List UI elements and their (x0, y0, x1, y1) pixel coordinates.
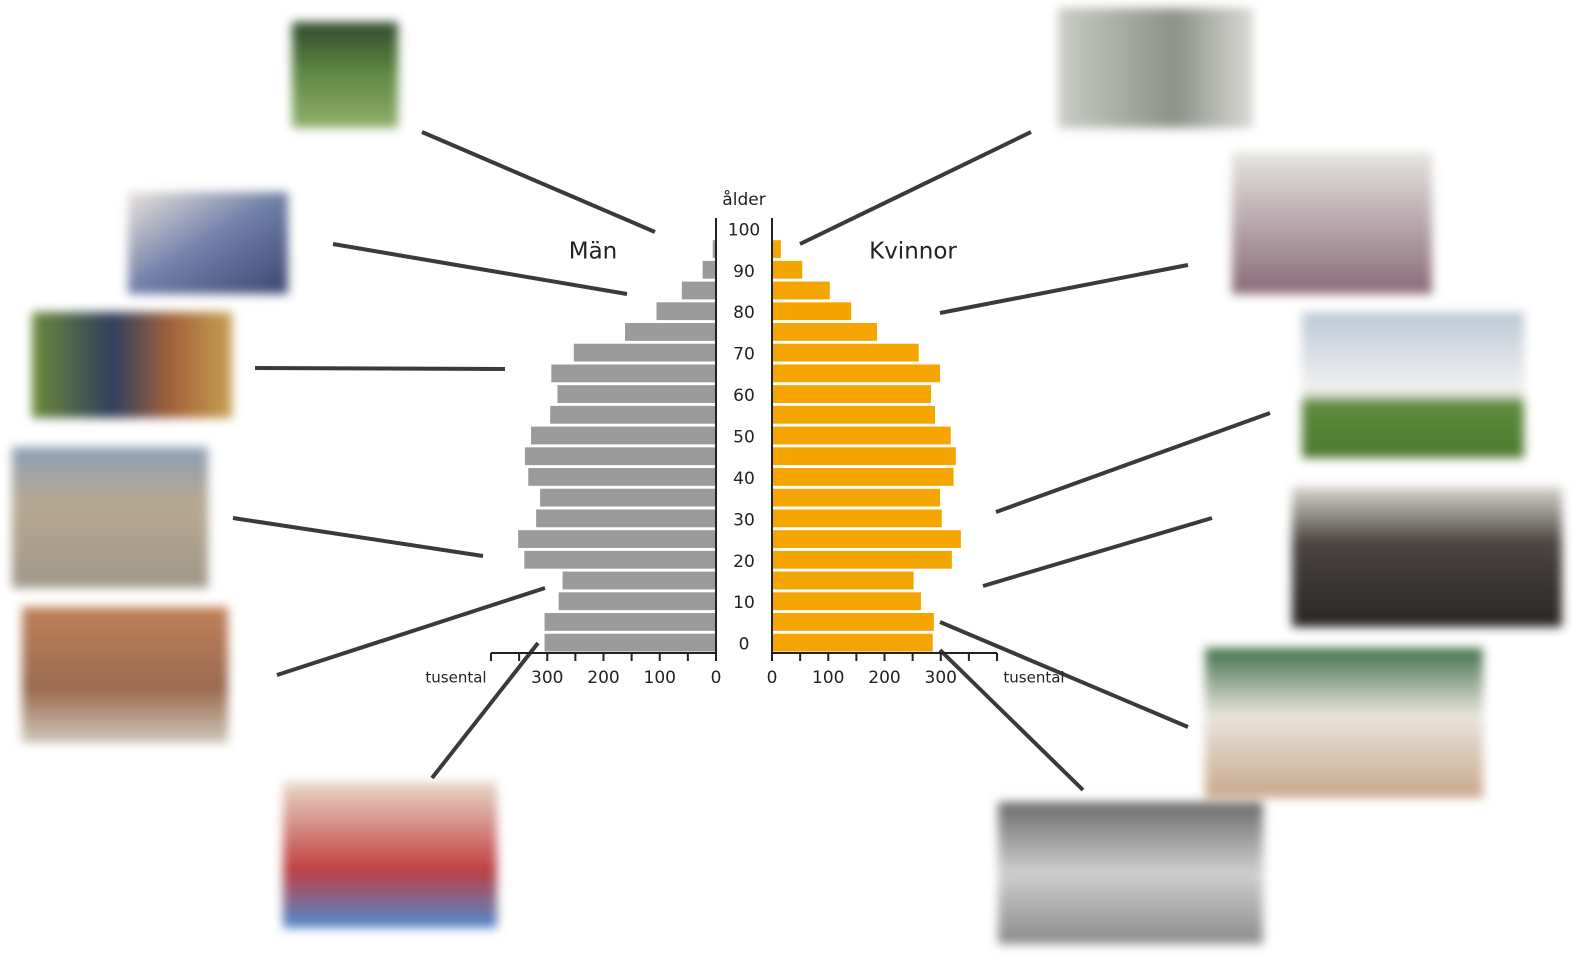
bar (773, 633, 933, 652)
connectors (232, 130, 1271, 792)
x-axis-label: tusental (425, 669, 486, 687)
bar (773, 323, 878, 341)
y-tick-label: 100 (728, 220, 760, 240)
connector (332, 242, 628, 296)
bar (558, 592, 715, 611)
connector (938, 648, 1085, 792)
bar (773, 343, 919, 362)
photos (12, 8, 1562, 944)
x-tick-label: 200 (587, 668, 619, 688)
connector (254, 366, 506, 371)
bar (773, 592, 921, 611)
bar (551, 364, 715, 383)
x-tick-label: 300 (531, 668, 563, 688)
connector (232, 516, 484, 558)
photo-classroom (1205, 648, 1483, 798)
bar (562, 571, 715, 590)
bar (773, 509, 942, 528)
bar (573, 343, 715, 362)
bar (656, 302, 715, 321)
bar (531, 426, 715, 445)
bar (773, 260, 803, 279)
bar (773, 385, 932, 403)
y-tick-label: 80 (733, 303, 755, 323)
photo-children (283, 782, 497, 928)
bar (773, 488, 941, 507)
bar (773, 302, 852, 321)
photo-cemetery (292, 22, 398, 128)
photo-family-house (1302, 312, 1524, 458)
y-tick-label: 50 (733, 428, 755, 448)
connector (939, 620, 1189, 729)
connector (421, 130, 656, 234)
x-tick-label: 300 (925, 668, 957, 688)
y-tick-label: 30 (733, 510, 755, 530)
bar (773, 468, 954, 486)
bar (702, 260, 715, 279)
connector (799, 130, 1032, 246)
bar (518, 530, 715, 548)
photo-lecture-hall (1292, 487, 1562, 627)
photo-crematorium (1058, 8, 1253, 128)
bar (773, 405, 935, 424)
x-tick-label: 200 (868, 668, 900, 688)
connector (939, 263, 1189, 315)
y-tick-label: 20 (733, 552, 755, 572)
bar (544, 633, 715, 652)
y-tick-label: 40 (733, 469, 755, 489)
bar (681, 281, 715, 300)
bar (625, 323, 715, 341)
photo-workers (12, 447, 208, 588)
photo-graduates (22, 607, 228, 743)
y-tick-label: 0 (739, 635, 750, 655)
connector (276, 586, 546, 677)
legend-label: Kvinnor (869, 239, 957, 265)
x-tick-label: 0 (767, 668, 778, 688)
x-tick-label: 100 (644, 668, 676, 688)
bar (536, 509, 715, 528)
bar (773, 613, 934, 631)
y-tick-label: 10 (733, 593, 755, 613)
bar (773, 550, 952, 569)
x-tick-label: 100 (812, 668, 844, 688)
bar (773, 426, 951, 445)
bar (773, 364, 941, 383)
bar (524, 447, 715, 466)
photo-babies (998, 802, 1263, 944)
bar (550, 405, 715, 424)
connector (995, 411, 1271, 514)
connector (430, 641, 540, 780)
x-tick-label: 0 (711, 668, 722, 688)
bar (773, 530, 961, 548)
bar (544, 613, 715, 631)
connector (982, 516, 1213, 588)
photo-elderly-couple (32, 312, 232, 418)
bar (773, 447, 956, 466)
x-axis-label: tusental (1003, 669, 1064, 687)
legend-label: Män (569, 239, 618, 265)
bar (540, 488, 715, 507)
photo-elderly-home (1232, 152, 1432, 294)
y-axis-label: ålder (722, 189, 765, 210)
bar (528, 468, 715, 486)
bar (773, 571, 914, 590)
bar (524, 550, 715, 569)
y-tick-label: 60 (733, 386, 755, 406)
y-tick-label: 70 (733, 345, 755, 365)
bar (773, 281, 830, 300)
photo-care (128, 192, 288, 294)
bar (773, 240, 781, 258)
bar (557, 385, 715, 403)
bar (712, 240, 715, 258)
y-tick-label: 90 (733, 262, 755, 282)
